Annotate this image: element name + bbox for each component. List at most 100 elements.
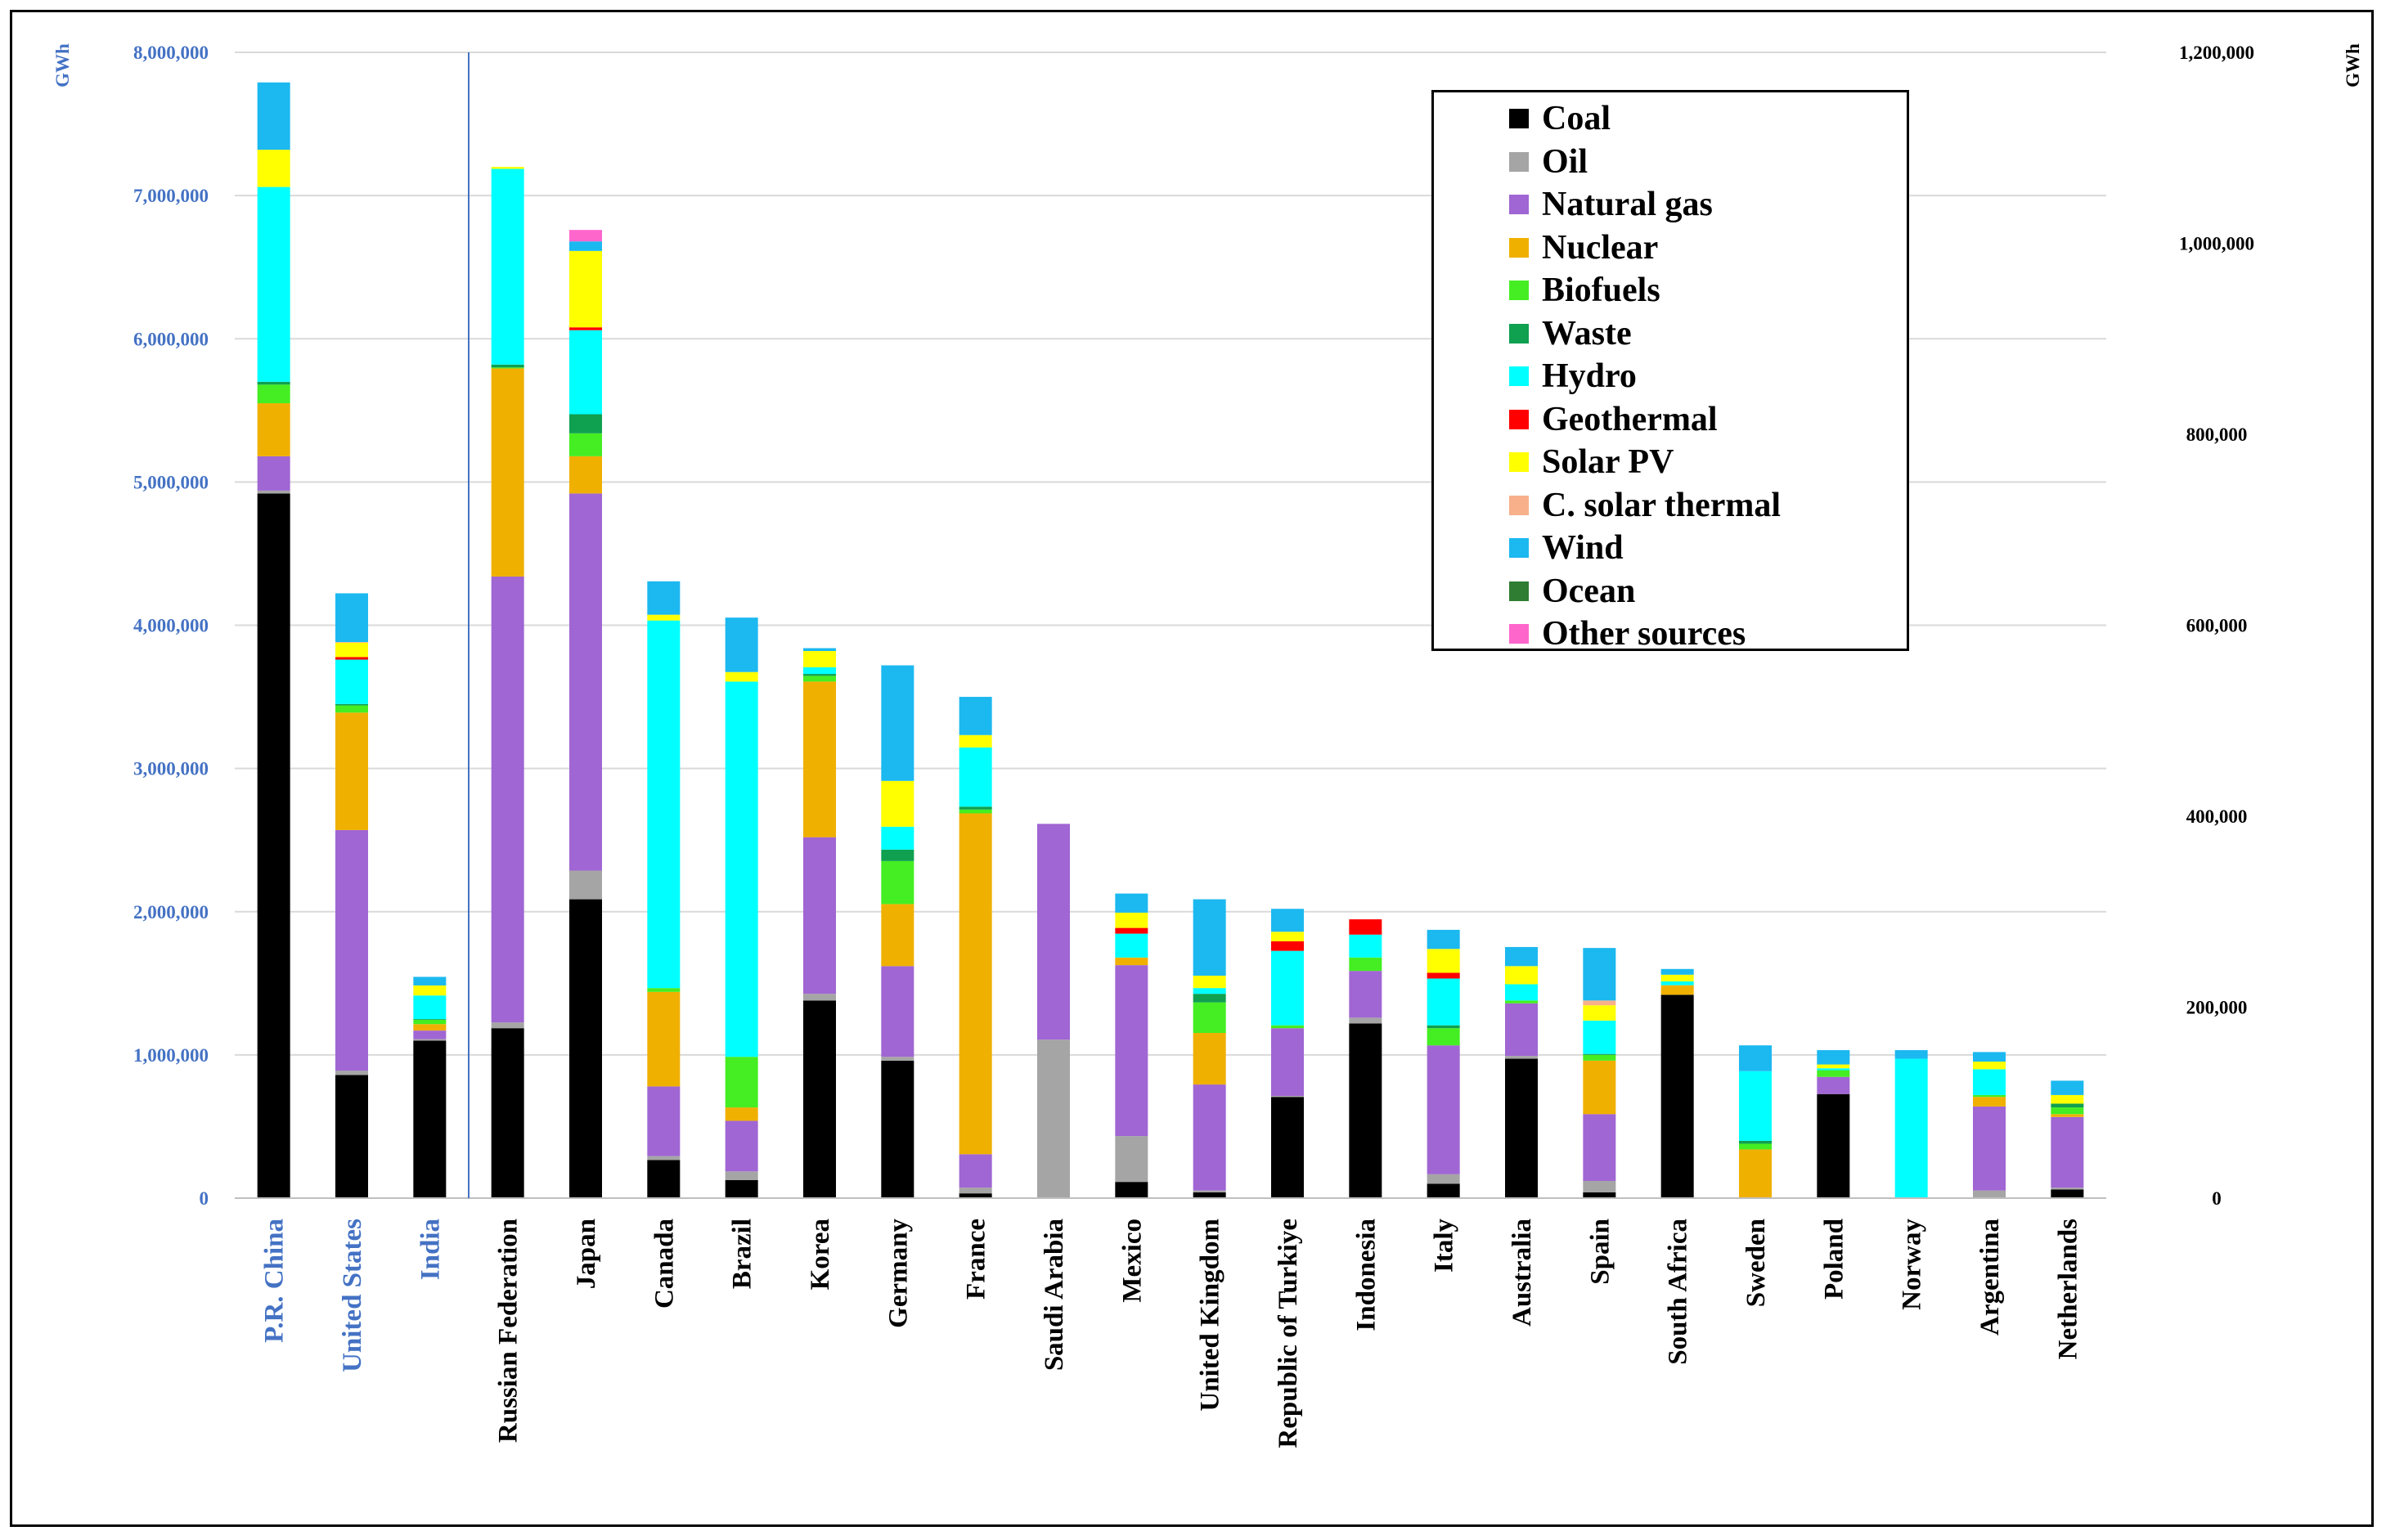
bar-segment <box>1115 912 1148 928</box>
legend-item: Natural gas <box>1434 183 1907 227</box>
legend-item: Nuclear <box>1434 227 1907 270</box>
legend-label: Natural gas <box>1542 186 1713 224</box>
bar-segment <box>569 241 602 251</box>
category-label: Sweden <box>1741 1219 1771 1307</box>
category-label: P.R. China <box>260 1219 290 1343</box>
bar-segment <box>959 1193 992 1198</box>
bar-segment <box>257 493 290 1198</box>
bar-segment <box>1115 927 1148 934</box>
bar-segment <box>1505 966 1538 985</box>
legend-item: Oil <box>1434 141 1907 184</box>
bar-segment <box>335 642 368 658</box>
category-label: Brazil <box>728 1219 757 1289</box>
bar-segment <box>413 1024 447 1031</box>
right-axis-tick-label: 1,200,000 <box>2179 43 2254 63</box>
bar-segment <box>1427 1028 1460 1046</box>
bar-segment <box>1973 1094 2006 1098</box>
bar-segment <box>257 403 290 456</box>
bar-segment <box>803 648 836 652</box>
bar-segment <box>413 1030 447 1039</box>
bar-segment <box>1427 929 1460 950</box>
bar-segment <box>725 1057 758 1108</box>
bar-segment <box>1505 1058 1538 1198</box>
left-axis-tick-label: 2,000,000 <box>133 902 209 923</box>
bar-segment <box>803 837 836 994</box>
bar-segment <box>1349 1017 1382 1024</box>
bar-segment <box>413 1019 447 1020</box>
bar-segment <box>1427 1025 1460 1029</box>
bar-segment <box>1427 949 1460 973</box>
bar-segment <box>335 1075 368 1198</box>
bar-segment <box>491 1028 524 1198</box>
bar-segment <box>1427 972 1460 979</box>
bar-segment <box>257 186 290 382</box>
bar-segment <box>335 829 368 1071</box>
bar-segment <box>257 384 290 404</box>
bar-segment <box>257 456 290 491</box>
bar-segment <box>647 614 681 621</box>
bar-segment <box>803 1000 836 1198</box>
legend-swatch <box>1509 409 1529 429</box>
category-label: France <box>962 1219 991 1300</box>
left-axis-tick-label: 5,000,000 <box>133 472 209 492</box>
bar-segment <box>1739 1149 1772 1198</box>
bar-segment <box>881 849 914 861</box>
bar-segment <box>2051 1188 2084 1190</box>
bar-segment <box>335 657 368 660</box>
bar-segment <box>413 985 447 996</box>
bar-segment <box>1193 994 1226 1003</box>
bar-segment <box>569 899 602 1198</box>
bar-segment <box>335 593 368 642</box>
bar-segment <box>725 1120 758 1172</box>
bar-segment <box>413 995 447 1020</box>
right-axis-tick-label: 200,000 <box>2186 998 2248 1018</box>
bar-segment <box>1115 1182 1148 1198</box>
legend-item: C. solar thermal <box>1434 484 1907 528</box>
bar-segment <box>1505 1000 1538 1003</box>
legend-label: Coal <box>1542 100 1611 138</box>
bar-segment <box>1973 1052 2006 1062</box>
left-axis-tick-label: 7,000,000 <box>133 186 209 206</box>
bar-segment <box>725 1107 758 1121</box>
bar-segment <box>1115 933 1148 958</box>
bar-segment <box>959 734 992 748</box>
bar-segment <box>881 780 914 827</box>
legend-swatch <box>1509 195 1529 215</box>
bar-segment <box>959 813 992 1155</box>
bar-segment <box>1427 978 1460 1026</box>
category-label: South Africa <box>1664 1219 1693 1365</box>
bars <box>257 82 2084 1198</box>
category-label: United States <box>338 1219 367 1372</box>
legend-swatch <box>1509 151 1529 172</box>
bar-segment <box>1271 950 1304 1026</box>
bar-segment <box>881 904 914 967</box>
bar-segment <box>1349 971 1382 1018</box>
bar-segment <box>491 364 524 368</box>
category-label: Japan <box>572 1219 601 1289</box>
bar-segment <box>335 659 368 704</box>
category-label: Spain <box>1585 1219 1615 1285</box>
bar-segment <box>803 674 836 676</box>
bar-segment <box>959 1154 992 1188</box>
bar-segment <box>959 806 992 810</box>
bar-segment <box>413 977 447 986</box>
legend-item: Wind <box>1434 527 1907 570</box>
bar-segment <box>647 991 681 1087</box>
bar-segment <box>1583 1005 1616 1021</box>
category-label: Norway <box>1898 1219 1927 1310</box>
bar-segment <box>569 230 602 242</box>
bar-segment <box>1817 1093 1850 1198</box>
bar-segment <box>725 1171 758 1180</box>
legend-label: Hydro <box>1542 357 1637 396</box>
right-axis-unit: GWh <box>2343 43 2363 88</box>
bar-segment <box>1271 1097 1304 1198</box>
bar-segment <box>647 1160 681 1198</box>
legend-label: Geothermal <box>1542 400 1718 438</box>
category-label: Argentina <box>1975 1219 2005 1336</box>
bar-segment <box>2051 1080 2084 1095</box>
bar-segment <box>725 1179 758 1198</box>
bar-segment <box>1817 1064 1850 1069</box>
bar-segment <box>569 493 602 871</box>
bar-segment <box>1349 919 1382 935</box>
bar-segment <box>725 681 758 1057</box>
